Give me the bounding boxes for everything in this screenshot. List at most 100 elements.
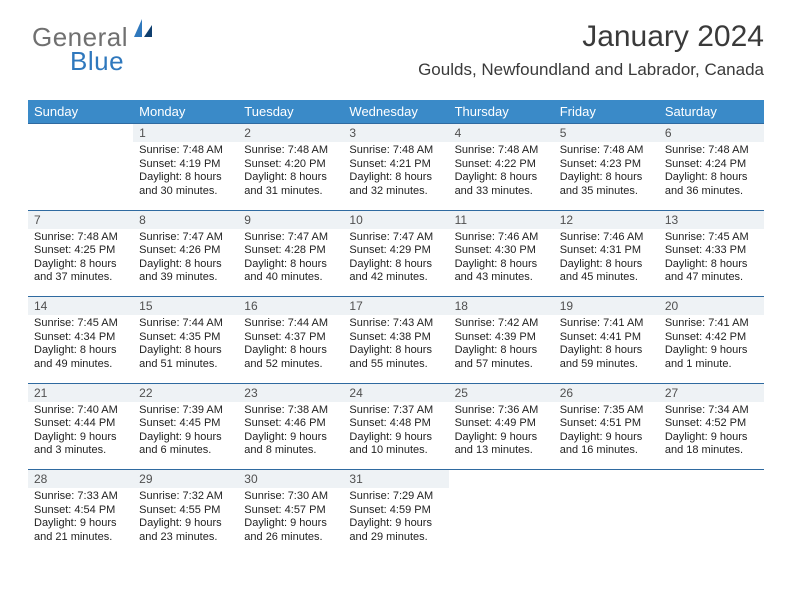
weekday-header: Wednesday bbox=[343, 100, 448, 124]
day-info-line: Daylight: 8 hours bbox=[349, 344, 442, 358]
day-info-line: and 39 minutes. bbox=[139, 271, 232, 285]
day-number-cell: 13 bbox=[659, 210, 764, 229]
day-info-line: Daylight: 9 hours bbox=[34, 517, 127, 531]
day-info-line: Sunset: 4:29 PM bbox=[349, 244, 442, 258]
day-info-line: Sunrise: 7:45 AM bbox=[34, 317, 127, 331]
day-info-line: Daylight: 8 hours bbox=[349, 171, 442, 185]
day-number-cell: 11 bbox=[449, 210, 554, 229]
day-info-line: Daylight: 9 hours bbox=[139, 517, 232, 531]
day-number-cell: 1 bbox=[133, 124, 238, 143]
day-info-line: and 26 minutes. bbox=[244, 531, 337, 545]
day-info-line: Sunset: 4:55 PM bbox=[139, 504, 232, 518]
day-number-cell: 20 bbox=[659, 297, 764, 316]
day-info-line: and 8 minutes. bbox=[244, 444, 337, 458]
day-info-line: and 49 minutes. bbox=[34, 358, 127, 372]
day-info-row: Sunrise: 7:48 AMSunset: 4:25 PMDaylight:… bbox=[28, 229, 764, 297]
day-info-cell: Sunrise: 7:43 AMSunset: 4:38 PMDaylight:… bbox=[343, 315, 448, 383]
weekday-header-row: SundayMondayTuesdayWednesdayThursdayFrid… bbox=[28, 100, 764, 124]
day-info-cell: Sunrise: 7:35 AMSunset: 4:51 PMDaylight:… bbox=[554, 402, 659, 470]
day-number-cell: 4 bbox=[449, 124, 554, 143]
day-info-cell bbox=[28, 142, 133, 210]
day-info-line: and 3 minutes. bbox=[34, 444, 127, 458]
day-info-line: Daylight: 8 hours bbox=[665, 258, 758, 272]
day-number-cell: 18 bbox=[449, 297, 554, 316]
day-info-line: Sunset: 4:35 PM bbox=[139, 331, 232, 345]
day-info-line: Sunrise: 7:48 AM bbox=[665, 144, 758, 158]
day-info-cell: Sunrise: 7:48 AMSunset: 4:20 PMDaylight:… bbox=[238, 142, 343, 210]
day-info-cell: Sunrise: 7:48 AMSunset: 4:24 PMDaylight:… bbox=[659, 142, 764, 210]
day-info-line: Sunrise: 7:46 AM bbox=[560, 231, 653, 245]
day-info-cell: Sunrise: 7:33 AMSunset: 4:54 PMDaylight:… bbox=[28, 488, 133, 556]
day-info-row: Sunrise: 7:48 AMSunset: 4:19 PMDaylight:… bbox=[28, 142, 764, 210]
day-number-cell: 28 bbox=[28, 470, 133, 489]
day-info-line: and 40 minutes. bbox=[244, 271, 337, 285]
weekday-header: Friday bbox=[554, 100, 659, 124]
day-number-cell: 30 bbox=[238, 470, 343, 489]
day-info-line: Sunset: 4:45 PM bbox=[139, 417, 232, 431]
day-info-line: Sunrise: 7:33 AM bbox=[34, 490, 127, 504]
day-info-line: Daylight: 8 hours bbox=[34, 258, 127, 272]
day-info-line: Sunset: 4:49 PM bbox=[455, 417, 548, 431]
day-info-line: Sunset: 4:24 PM bbox=[665, 158, 758, 172]
day-info-line: Sunrise: 7:47 AM bbox=[349, 231, 442, 245]
day-info-line: and 31 minutes. bbox=[244, 185, 337, 199]
day-number-cell bbox=[28, 124, 133, 143]
day-number-cell: 15 bbox=[133, 297, 238, 316]
day-info-line: Sunrise: 7:41 AM bbox=[560, 317, 653, 331]
day-info-line: Sunset: 4:26 PM bbox=[139, 244, 232, 258]
day-info-cell: Sunrise: 7:30 AMSunset: 4:57 PMDaylight:… bbox=[238, 488, 343, 556]
day-info-line: and 13 minutes. bbox=[455, 444, 548, 458]
day-number-row: 78910111213 bbox=[28, 210, 764, 229]
day-number-cell: 9 bbox=[238, 210, 343, 229]
day-info-line: Daylight: 9 hours bbox=[244, 431, 337, 445]
day-info-line: and 43 minutes. bbox=[455, 271, 548, 285]
day-info-line: Sunset: 4:48 PM bbox=[349, 417, 442, 431]
day-number-row: 28293031 bbox=[28, 470, 764, 489]
day-info-line: and 33 minutes. bbox=[455, 185, 548, 199]
day-number-cell: 16 bbox=[238, 297, 343, 316]
day-info-line: Sunset: 4:44 PM bbox=[34, 417, 127, 431]
day-number-cell: 5 bbox=[554, 124, 659, 143]
day-info-line: Sunrise: 7:41 AM bbox=[665, 317, 758, 331]
day-info-line: Sunrise: 7:29 AM bbox=[349, 490, 442, 504]
day-info-line: Sunset: 4:23 PM bbox=[560, 158, 653, 172]
day-number-cell: 14 bbox=[28, 297, 133, 316]
day-info-line: Daylight: 9 hours bbox=[349, 517, 442, 531]
day-info-line: Daylight: 9 hours bbox=[139, 431, 232, 445]
day-info-line: and 32 minutes. bbox=[349, 185, 442, 199]
day-info-cell: Sunrise: 7:48 AMSunset: 4:22 PMDaylight:… bbox=[449, 142, 554, 210]
calendar-table: SundayMondayTuesdayWednesdayThursdayFrid… bbox=[28, 100, 764, 556]
day-number-cell bbox=[554, 470, 659, 489]
day-number-cell bbox=[659, 470, 764, 489]
day-info-line: Sunset: 4:46 PM bbox=[244, 417, 337, 431]
day-number-cell: 24 bbox=[343, 383, 448, 402]
day-info-line: Sunrise: 7:30 AM bbox=[244, 490, 337, 504]
day-info-line: Sunset: 4:51 PM bbox=[560, 417, 653, 431]
day-info-line: Sunset: 4:38 PM bbox=[349, 331, 442, 345]
day-info-line: and 18 minutes. bbox=[665, 444, 758, 458]
day-info-line: Daylight: 8 hours bbox=[139, 258, 232, 272]
day-info-cell: Sunrise: 7:47 AMSunset: 4:29 PMDaylight:… bbox=[343, 229, 448, 297]
day-info-line: Sunset: 4:25 PM bbox=[34, 244, 127, 258]
day-number-cell: 22 bbox=[133, 383, 238, 402]
day-info-line: Daylight: 8 hours bbox=[560, 344, 653, 358]
day-info-cell bbox=[554, 488, 659, 556]
day-info-cell: Sunrise: 7:46 AMSunset: 4:31 PMDaylight:… bbox=[554, 229, 659, 297]
day-info-line: Sunrise: 7:47 AM bbox=[139, 231, 232, 245]
day-number-cell: 17 bbox=[343, 297, 448, 316]
day-info-line: Daylight: 9 hours bbox=[455, 431, 548, 445]
day-info-line: Sunrise: 7:39 AM bbox=[139, 404, 232, 418]
day-info-line: Sunset: 4:42 PM bbox=[665, 331, 758, 345]
day-info-line: and 1 minute. bbox=[665, 358, 758, 372]
day-info-cell: Sunrise: 7:39 AMSunset: 4:45 PMDaylight:… bbox=[133, 402, 238, 470]
day-number-cell: 26 bbox=[554, 383, 659, 402]
day-info-cell: Sunrise: 7:44 AMSunset: 4:37 PMDaylight:… bbox=[238, 315, 343, 383]
day-info-line: Sunrise: 7:48 AM bbox=[349, 144, 442, 158]
day-info-line: and 10 minutes. bbox=[349, 444, 442, 458]
day-info-line: Sunset: 4:34 PM bbox=[34, 331, 127, 345]
day-info-line: and 55 minutes. bbox=[349, 358, 442, 372]
day-info-line: and 42 minutes. bbox=[349, 271, 442, 285]
day-info-cell: Sunrise: 7:44 AMSunset: 4:35 PMDaylight:… bbox=[133, 315, 238, 383]
day-info-line: and 59 minutes. bbox=[560, 358, 653, 372]
day-info-cell: Sunrise: 7:37 AMSunset: 4:48 PMDaylight:… bbox=[343, 402, 448, 470]
